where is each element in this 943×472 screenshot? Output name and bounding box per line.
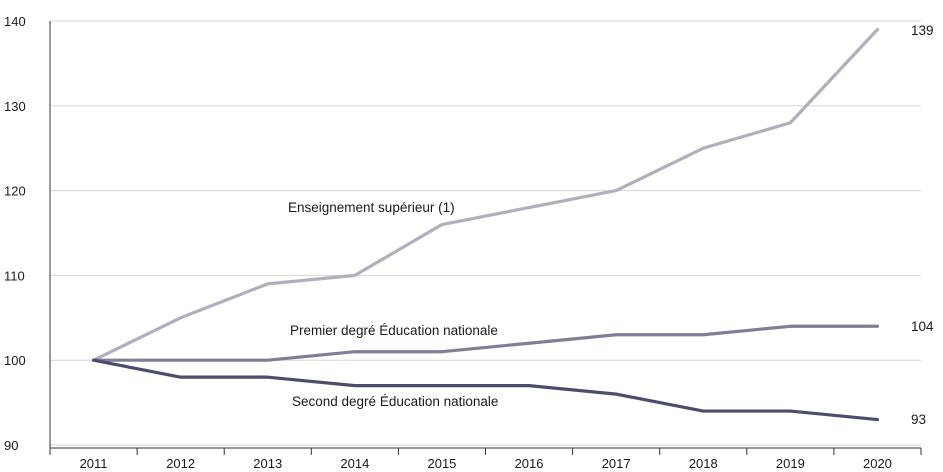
x-tick-label-2015: 2015 xyxy=(427,456,456,471)
end-label-enseignement-superieur: 139 xyxy=(911,23,934,38)
y-tick-label-90: 90 xyxy=(4,438,18,453)
x-tick-label-2011: 2011 xyxy=(80,456,108,471)
x-tick-label-2013: 2013 xyxy=(253,456,282,471)
y-tick-label-130: 130 xyxy=(4,99,26,114)
series-line-2 xyxy=(91,358,880,422)
y-tick-label-110: 110 xyxy=(4,268,25,283)
y-axis: 90 100 110 120 130 140 xyxy=(4,14,51,453)
series-line-1 xyxy=(91,324,880,362)
series-label-enseignement-superieur: Enseignement supérieur (1) xyxy=(288,200,455,215)
series-label-second-degre: Second degré Éducation nationale xyxy=(292,394,498,409)
series-line-0 xyxy=(91,27,880,362)
series-label-premier-degre: Premier degré Éducation nationale xyxy=(290,323,498,338)
x-tick-label-2016: 2016 xyxy=(515,456,544,471)
x-tick-label-2012: 2012 xyxy=(166,456,195,471)
y-tick-label-140: 140 xyxy=(4,14,26,29)
x-tick-label-2020: 2020 xyxy=(863,456,892,471)
series-lines xyxy=(91,27,880,422)
y-tick-label-120: 120 xyxy=(4,184,26,199)
x-tick-label-2014: 2014 xyxy=(340,456,369,471)
x-axis: 2011 2012 2013 2014 2015 2016 2017 2018 2019 2020 xyxy=(49,447,922,471)
x-tick-label-2017: 2017 xyxy=(602,456,631,471)
x-tick-label-2019: 2019 xyxy=(776,456,805,471)
gridlines xyxy=(50,20,921,446)
x-tick-label-2018: 2018 xyxy=(689,456,718,471)
end-label-premier-degre: 104 xyxy=(911,319,934,334)
y-tick-label-100: 100 xyxy=(4,353,26,368)
end-label-second-degre: 93 xyxy=(911,412,926,427)
